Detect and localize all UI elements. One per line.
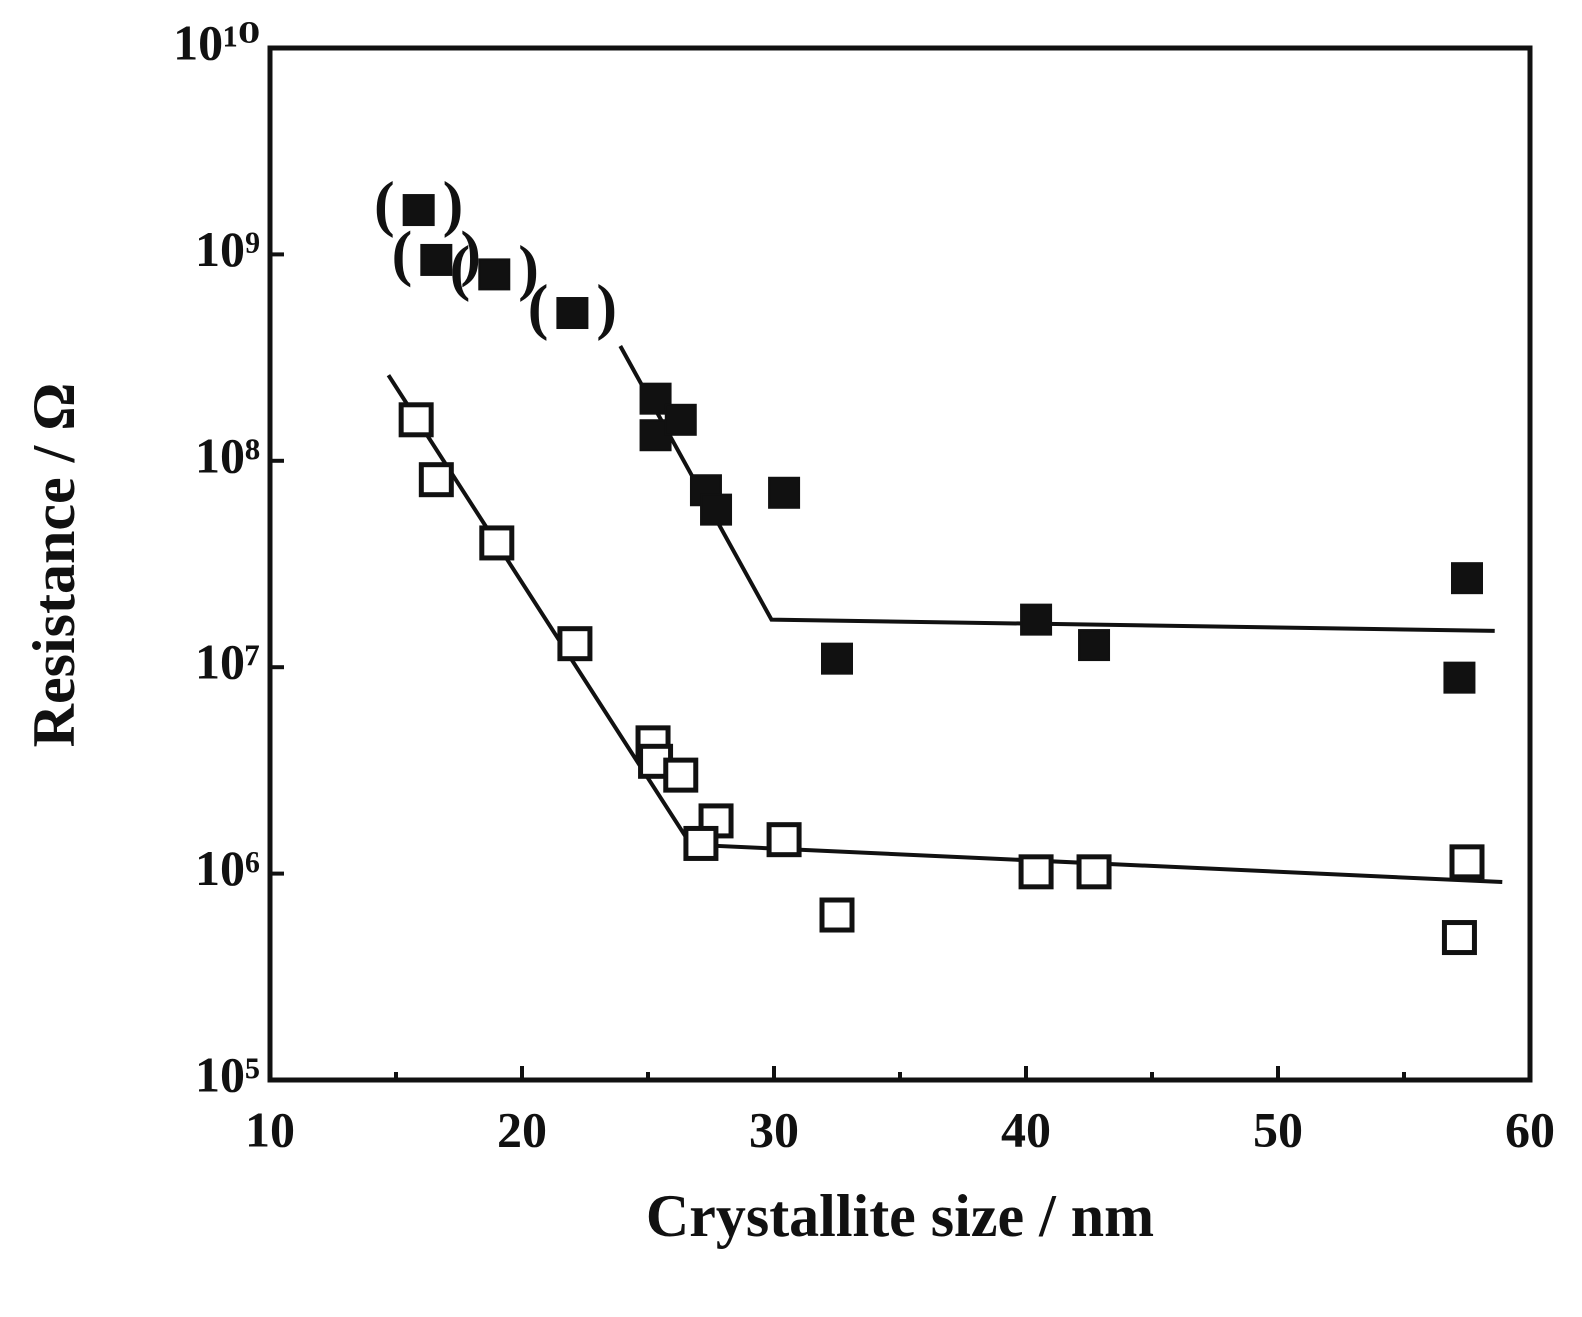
x-tick-label: 30: [749, 1101, 799, 1157]
filled-square-point: [1078, 629, 1111, 662]
open-square-point: [398, 402, 434, 438]
bracket-close: ): [518, 235, 539, 303]
filled-square-point: [402, 194, 435, 227]
open-square-point: [1018, 854, 1054, 890]
bracket-close: ): [443, 170, 464, 238]
filled-square-point: [664, 403, 697, 436]
bracket-close: ): [596, 273, 617, 341]
open-square-point: [683, 825, 719, 861]
x-tick-label: 10: [245, 1101, 295, 1157]
x-axis-title: Crystallite size / nm: [646, 1183, 1154, 1249]
open-square-point: [1449, 844, 1485, 880]
filled-square-point: [556, 297, 589, 330]
x-tick-label: 50: [1253, 1101, 1303, 1157]
bracket-open: (: [392, 220, 413, 288]
x-tick-label: 20: [497, 1101, 547, 1157]
filled-square-point: [1451, 562, 1483, 595]
x-tick-label: 60: [1505, 1101, 1555, 1157]
y-tick-label: 10¹⁰: [173, 14, 260, 70]
open-square-point: [766, 822, 802, 858]
x-tick-label: 40: [1001, 1101, 1051, 1157]
filled-square-point: [700, 493, 733, 526]
filled-square-point: [1443, 661, 1476, 694]
y-tick-label: 10⁹: [195, 221, 260, 277]
bracket-open: (: [450, 235, 471, 303]
open-square-point: [1441, 920, 1477, 956]
fit-line: [618, 345, 1495, 633]
bracket-open: (: [528, 273, 549, 341]
open-square-point: [819, 897, 855, 933]
bracket-close: ): [460, 220, 481, 288]
filled-square-point: [478, 258, 511, 291]
open-square-point: [663, 757, 699, 793]
y-axis-title: Resistance / Ω: [21, 383, 87, 748]
open-square-point: [557, 626, 593, 662]
filled-square-point: [768, 476, 801, 509]
filled-square-point: [1020, 603, 1053, 636]
filled-square-point: [420, 243, 453, 276]
y-tick-label: 10⁷: [195, 634, 260, 690]
filled-square-point: [821, 642, 853, 675]
open-square-point: [479, 525, 515, 561]
y-tick-label: 10⁸: [195, 427, 260, 483]
bracket-open: (: [374, 170, 395, 238]
open-square-point: [1076, 854, 1112, 890]
y-tick-label: 10⁶: [195, 840, 260, 896]
y-tick-label: 10⁵: [195, 1046, 260, 1102]
open-square-point: [418, 462, 454, 498]
